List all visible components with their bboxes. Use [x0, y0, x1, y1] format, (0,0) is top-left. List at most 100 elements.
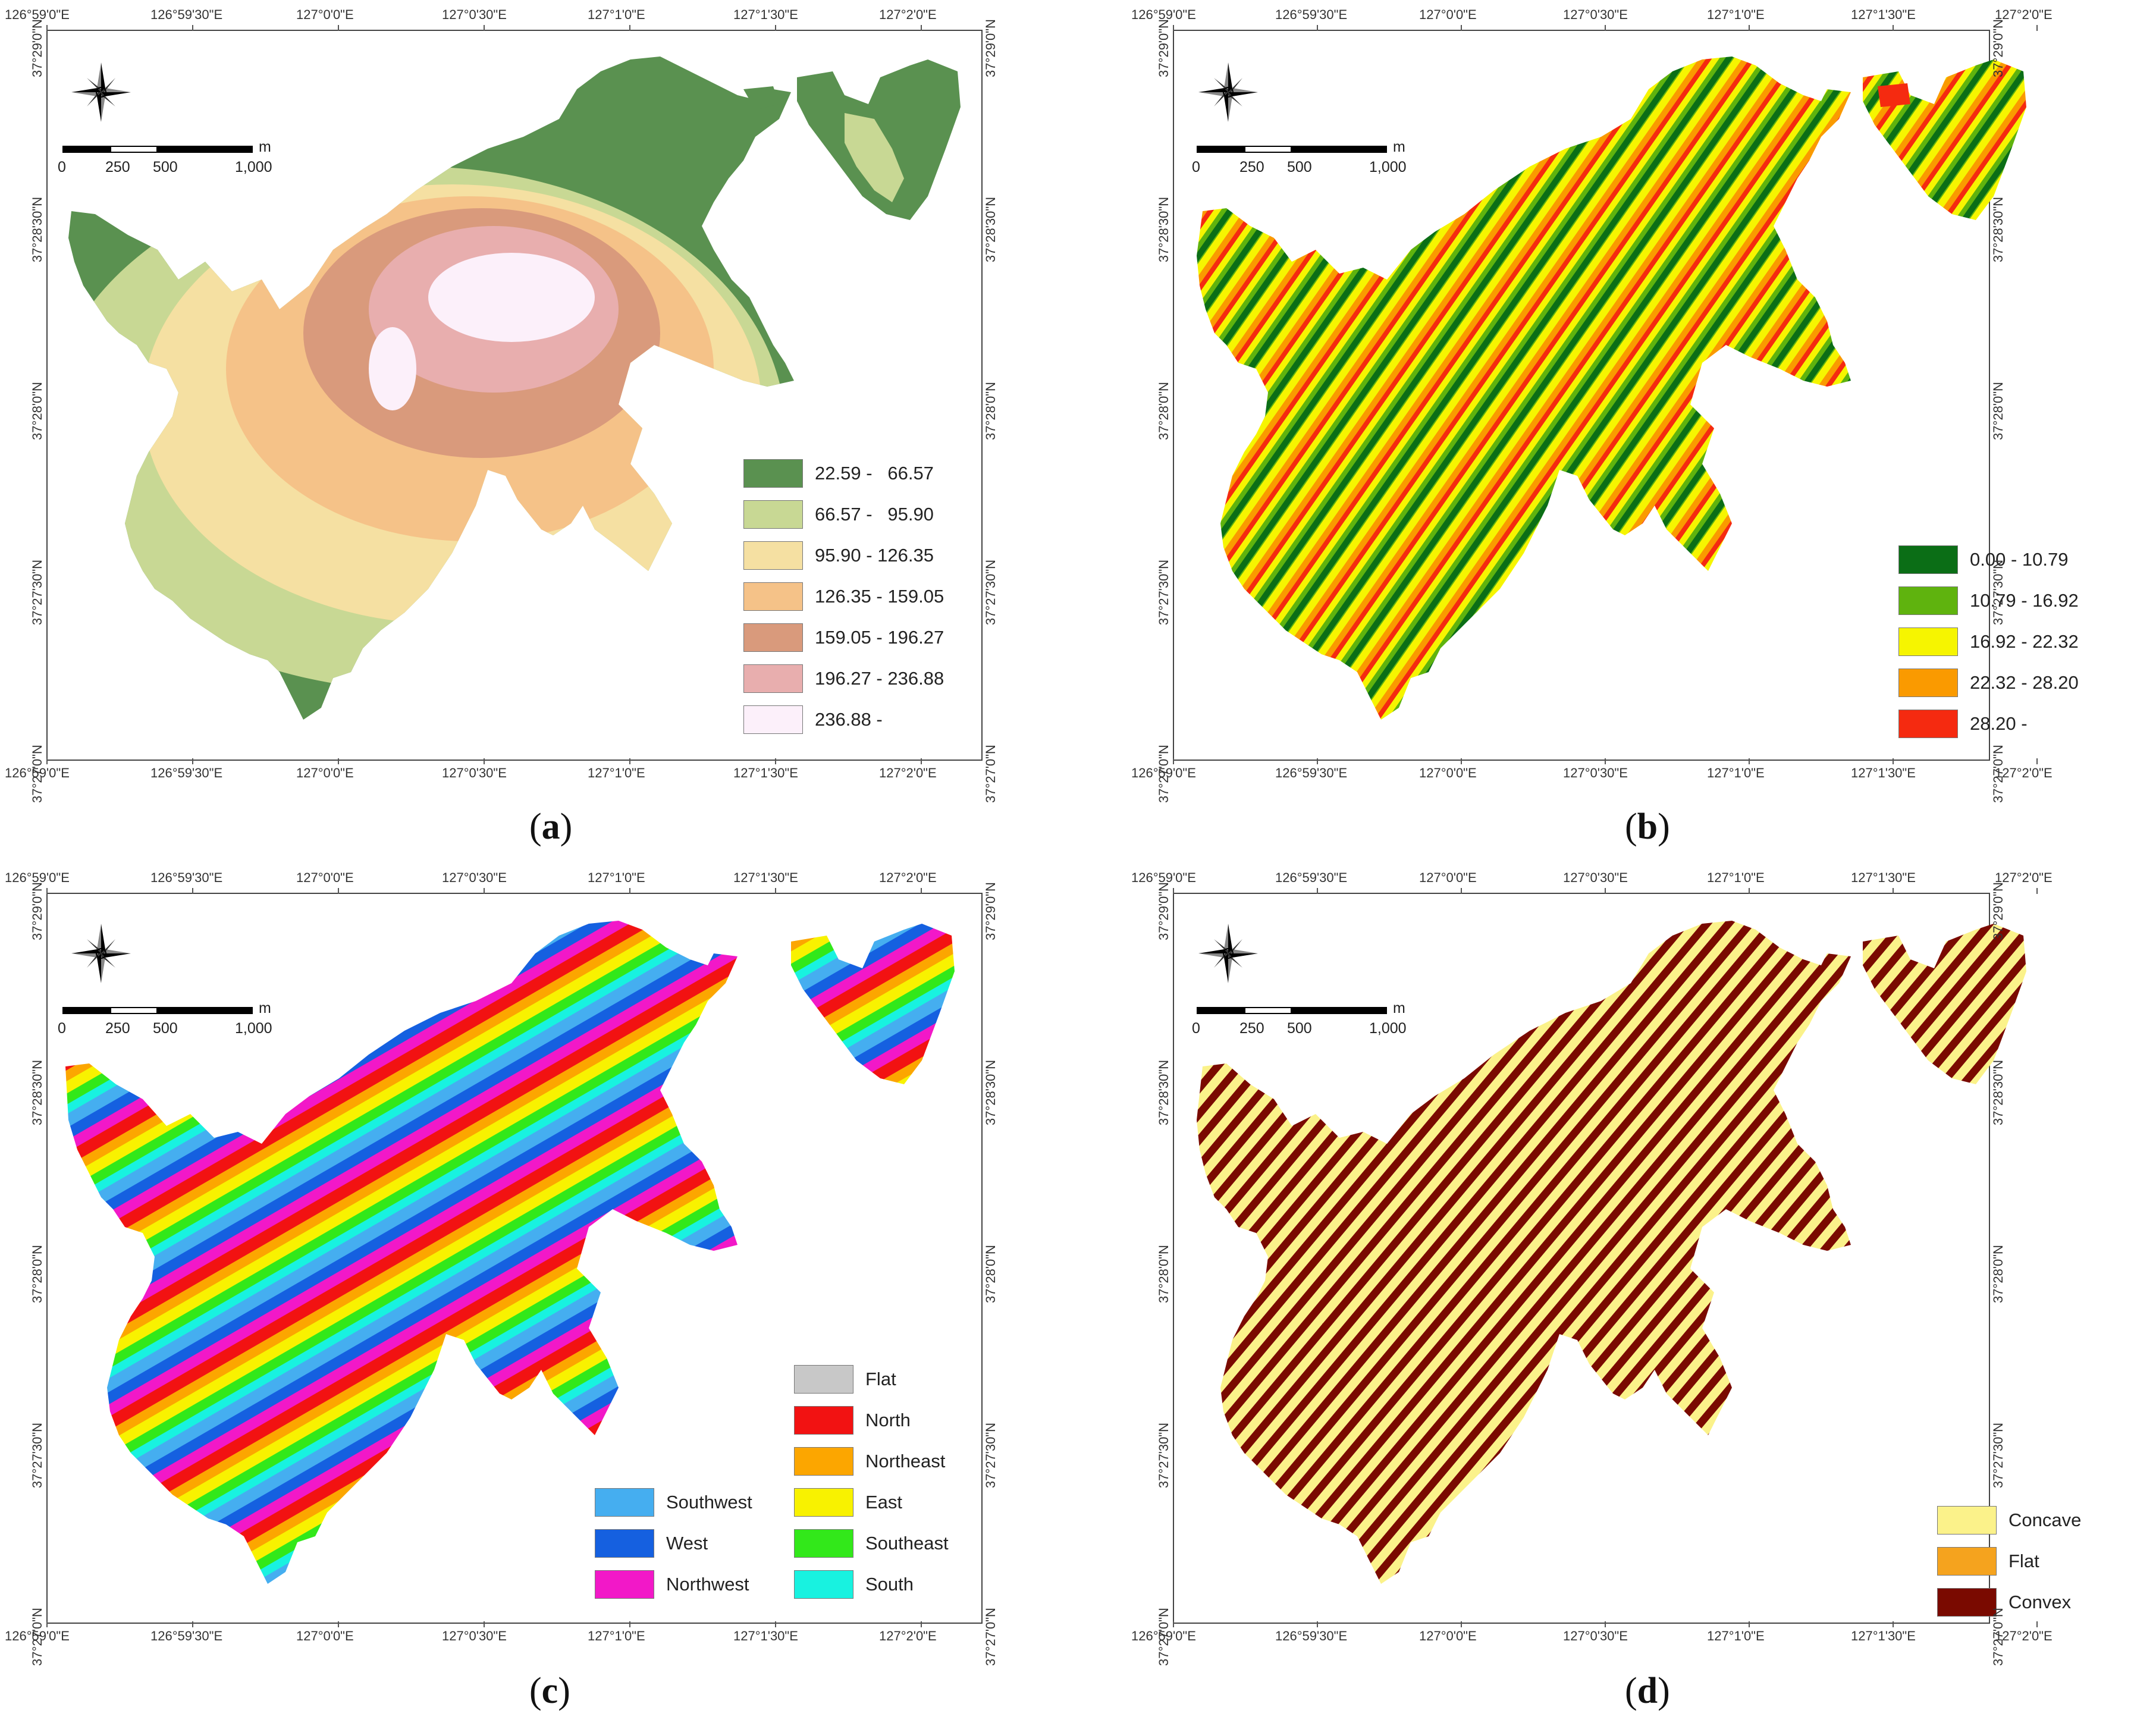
- longitude-tick-label: 127°0'0"E: [296, 765, 354, 780]
- longitude-tick-label: 127°1'30"E: [1851, 7, 1916, 22]
- longitude-tick-label: 126°59'0"E: [5, 765, 70, 780]
- longitude-tick: [1317, 758, 1318, 764]
- longitude-tick-label: 127°1'30"E: [733, 870, 798, 885]
- scale-bar-label: 1,000: [1369, 159, 1407, 175]
- longitude-tick: [1461, 888, 1462, 894]
- legend-item: 159.05 - 196.27: [743, 622, 944, 653]
- scale-bar-unit: m: [259, 1000, 271, 1016]
- scale-bar-label: 250: [1239, 159, 1264, 175]
- longitude-tick-label: 127°1'30"E: [1851, 765, 1916, 780]
- latitude-tick-label: 37°28'0"N: [30, 1245, 45, 1303]
- longitude-tick: [192, 1621, 193, 1627]
- longitude-tick: [1317, 1621, 1318, 1627]
- longitude-tick: [629, 1621, 630, 1627]
- legend-item: 0.00 - 10.79: [1898, 544, 2068, 575]
- latitude-tick-label: 37°27'30"N: [1156, 1422, 1171, 1489]
- scale-bar-unit: m: [1393, 1000, 1405, 1016]
- latitude-tick-label: 37°27'30"N: [30, 1422, 45, 1489]
- longitude-tick-label: 127°1'0"E: [588, 870, 645, 885]
- longitude-tick-label: 127°2'0"E: [879, 765, 937, 780]
- longitude-tick-label: 127°0'30"E: [442, 1628, 507, 1643]
- longitude-tick-label: 127°2'0"E: [879, 7, 937, 22]
- latitude-tick-label: 37°28'30"N: [1991, 1059, 2006, 1126]
- longitude-tick-label: 127°1'30"E: [1851, 1628, 1916, 1643]
- longitude-tick-label: 127°0'0"E: [296, 870, 354, 885]
- longitude-tick: [1893, 758, 1894, 764]
- longitude-tick: [629, 758, 630, 764]
- latitude-tick-label: 37°27'0"N: [30, 1608, 45, 1666]
- latitude-tick-label: 37°29'0"N: [30, 882, 45, 940]
- legend-label: 66.57 - 95.90: [815, 504, 934, 525]
- longitude-tick-label: 127°0'30"E: [442, 7, 507, 22]
- longitude-tick: [46, 1621, 48, 1627]
- latitude-tick-label: 37°27'30"N: [1991, 1422, 2006, 1489]
- longitude-tick-label: 126°59'0"E: [1131, 765, 1196, 780]
- scale-bar-label: 500: [153, 159, 178, 175]
- legend-swatch: [1898, 669, 1958, 697]
- longitude-tick: [46, 758, 48, 764]
- longitude-tick: [1173, 758, 1174, 764]
- longitude-tick: [192, 758, 193, 764]
- longitude-tick-label: 127°2'0"E: [1995, 870, 2053, 885]
- longitude-tick-label: 126°59'0"E: [1131, 7, 1196, 22]
- longitude-tick-label: 127°2'0"E: [1995, 765, 2053, 780]
- legend-item: 28.20 -: [1898, 708, 2028, 739]
- latitude-tick-label: 37°29'0"N: [1991, 882, 2006, 940]
- legend-swatch: [1937, 1506, 1997, 1535]
- scale-bar-label: 500: [1287, 1020, 1312, 1037]
- legend-swatch: [743, 582, 803, 611]
- legend-label: East: [865, 1492, 903, 1513]
- panel-b: 0.00 - 10.79 10.79 - 16.92 16.92 - 22.32…: [1078, 0, 2156, 864]
- legend-item: Convex: [1937, 1587, 2071, 1618]
- legend-label: Southwest: [666, 1492, 752, 1513]
- longitude-tick-label: 127°1'30"E: [733, 1628, 798, 1643]
- longitude-tick-label: 126°59'30"E: [150, 870, 223, 885]
- legend-label: Concave: [2008, 1510, 2082, 1530]
- longitude-tick-label: 127°2'0"E: [879, 870, 937, 885]
- longitude-tick: [2036, 758, 2038, 764]
- longitude-tick: [1605, 888, 1606, 894]
- latitude-tick-label: 37°29'0"N: [983, 882, 998, 940]
- legend-swatch: [794, 1365, 853, 1394]
- latitude-tick-label: 37°28'30"N: [983, 196, 998, 263]
- latitude-tick-label: 37°27'30"N: [1991, 559, 2006, 626]
- legend-swatch: [595, 1488, 654, 1517]
- scale-bar-label: 250: [105, 159, 130, 175]
- legend-label: 159.05 - 196.27: [815, 627, 944, 648]
- longitude-tick: [1173, 888, 1174, 894]
- legend-swatch: [794, 1529, 853, 1558]
- latitude-tick-label: 37°29'0"N: [1991, 19, 2006, 77]
- map-region-curvature: [1197, 921, 2026, 1584]
- longitude-tick: [192, 888, 193, 894]
- latitude-tick-label: 37°27'30"N: [1156, 559, 1171, 626]
- map-region-aspect: [65, 921, 955, 1584]
- longitude-tick-label: 127°0'30"E: [1563, 870, 1628, 885]
- longitude-tick-label: 127°0'0"E: [296, 1628, 354, 1643]
- longitude-tick-label: 126°59'30"E: [150, 765, 223, 780]
- longitude-tick-label: 127°2'0"E: [1995, 1628, 2053, 1643]
- scale-bar-label: 250: [1239, 1020, 1264, 1037]
- legend-item: 95.90 - 126.35: [743, 540, 934, 571]
- legend-swatch: [743, 500, 803, 529]
- longitude-tick: [1749, 888, 1750, 894]
- longitude-tick-label: 126°59'0"E: [1131, 1628, 1196, 1643]
- legend-label: Flat: [865, 1369, 896, 1389]
- longitude-tick: [484, 1621, 485, 1627]
- legend-item: West: [595, 1528, 708, 1559]
- longitude-tick: [1605, 25, 1606, 31]
- legend-swatch: [794, 1488, 853, 1517]
- legend-item: 10.79 - 16.92: [1898, 585, 2079, 616]
- longitude-tick: [338, 888, 339, 894]
- scale-bar-label: 1,000: [1369, 1020, 1407, 1037]
- legend-item: 196.27 - 236.88: [743, 663, 944, 694]
- longitude-tick-label: 127°1'30"E: [1851, 870, 1916, 885]
- north-arrow-compass-rose-icon: [1198, 924, 1258, 983]
- legend-item: Southwest: [595, 1487, 752, 1518]
- longitude-tick-label: 126°59'0"E: [1131, 870, 1196, 885]
- longitude-tick: [1605, 758, 1606, 764]
- longitude-tick-label: 126°59'30"E: [1275, 765, 1348, 780]
- longitude-tick: [1461, 25, 1462, 31]
- latitude-tick-label: 37°27'30"N: [30, 559, 45, 626]
- longitude-tick: [1461, 1621, 1462, 1627]
- longitude-tick: [775, 758, 776, 764]
